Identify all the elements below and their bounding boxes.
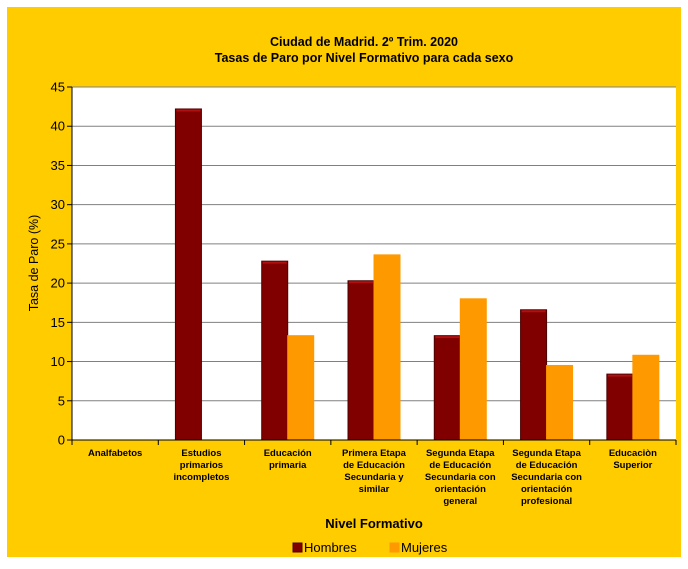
bar-mujeres [459, 298, 487, 441]
x-tick-label: Primera Etapa de Educación Secundaria y sim… [342, 448, 407, 495]
bar-mujeres [546, 364, 574, 441]
legend-swatch-hombres [292, 542, 303, 553]
y-axis-ticks: 0 5 10 15 20 25 30 35 40 45 [51, 80, 677, 448]
legend-swatch-mujeres [389, 542, 400, 553]
y-tick-label: 40 [51, 119, 65, 134]
legend-label-mujeres: Mujeres [401, 540, 448, 555]
y-tick-label: 10 [51, 354, 65, 369]
bar-mujeres [287, 335, 315, 441]
bar-mujeres [373, 254, 401, 441]
y-axis-title: Tasa de Paro (%) [27, 215, 41, 312]
x-tick-label: Educación primaria [264, 448, 312, 471]
bar-hombres [347, 280, 375, 441]
chart-subtitle: Tasas de Paro por Nivel Formativo para c… [215, 51, 514, 65]
y-tick-label: 30 [51, 197, 65, 212]
x-tick-label: Segunda Etapa de Educación Secundaria con o… [425, 448, 496, 507]
y-tick-label: 0 [58, 433, 65, 448]
bars [174, 108, 660, 441]
y-tick-label: 45 [51, 80, 65, 95]
x-axis-title: Nivel Formativo [325, 516, 423, 531]
x-axis-labels: Analfabetos Estudios primarios incompletos E… [88, 448, 657, 507]
x-tick-label: Analfabetos [88, 448, 142, 459]
bar-hombres [433, 335, 461, 441]
x-tick-label: Educaciòn Superior [609, 448, 657, 471]
y-tick-label: 15 [51, 315, 65, 330]
y-tick-label: 35 [51, 158, 65, 173]
bar-hombres [606, 373, 634, 441]
x-tick-label: Segunda Etapa de Educación Secundaria con o… [511, 448, 582, 507]
y-tick-label: 20 [51, 276, 65, 291]
bar-hombres [261, 260, 289, 441]
y-tick-label: 25 [51, 236, 65, 251]
x-tick-label: Estudios primarios incompletos [173, 448, 229, 483]
chart-title: Ciudad de Madrid. 2º Trim. 2020 [270, 35, 458, 49]
bar-hombres [174, 108, 202, 441]
bar-hombres [520, 309, 548, 441]
legend: Hombres Mujeres [292, 540, 448, 555]
y-tick-label: 5 [58, 393, 65, 408]
bar-mujeres [632, 354, 660, 441]
legend-label-hombres: Hombres [304, 540, 357, 555]
